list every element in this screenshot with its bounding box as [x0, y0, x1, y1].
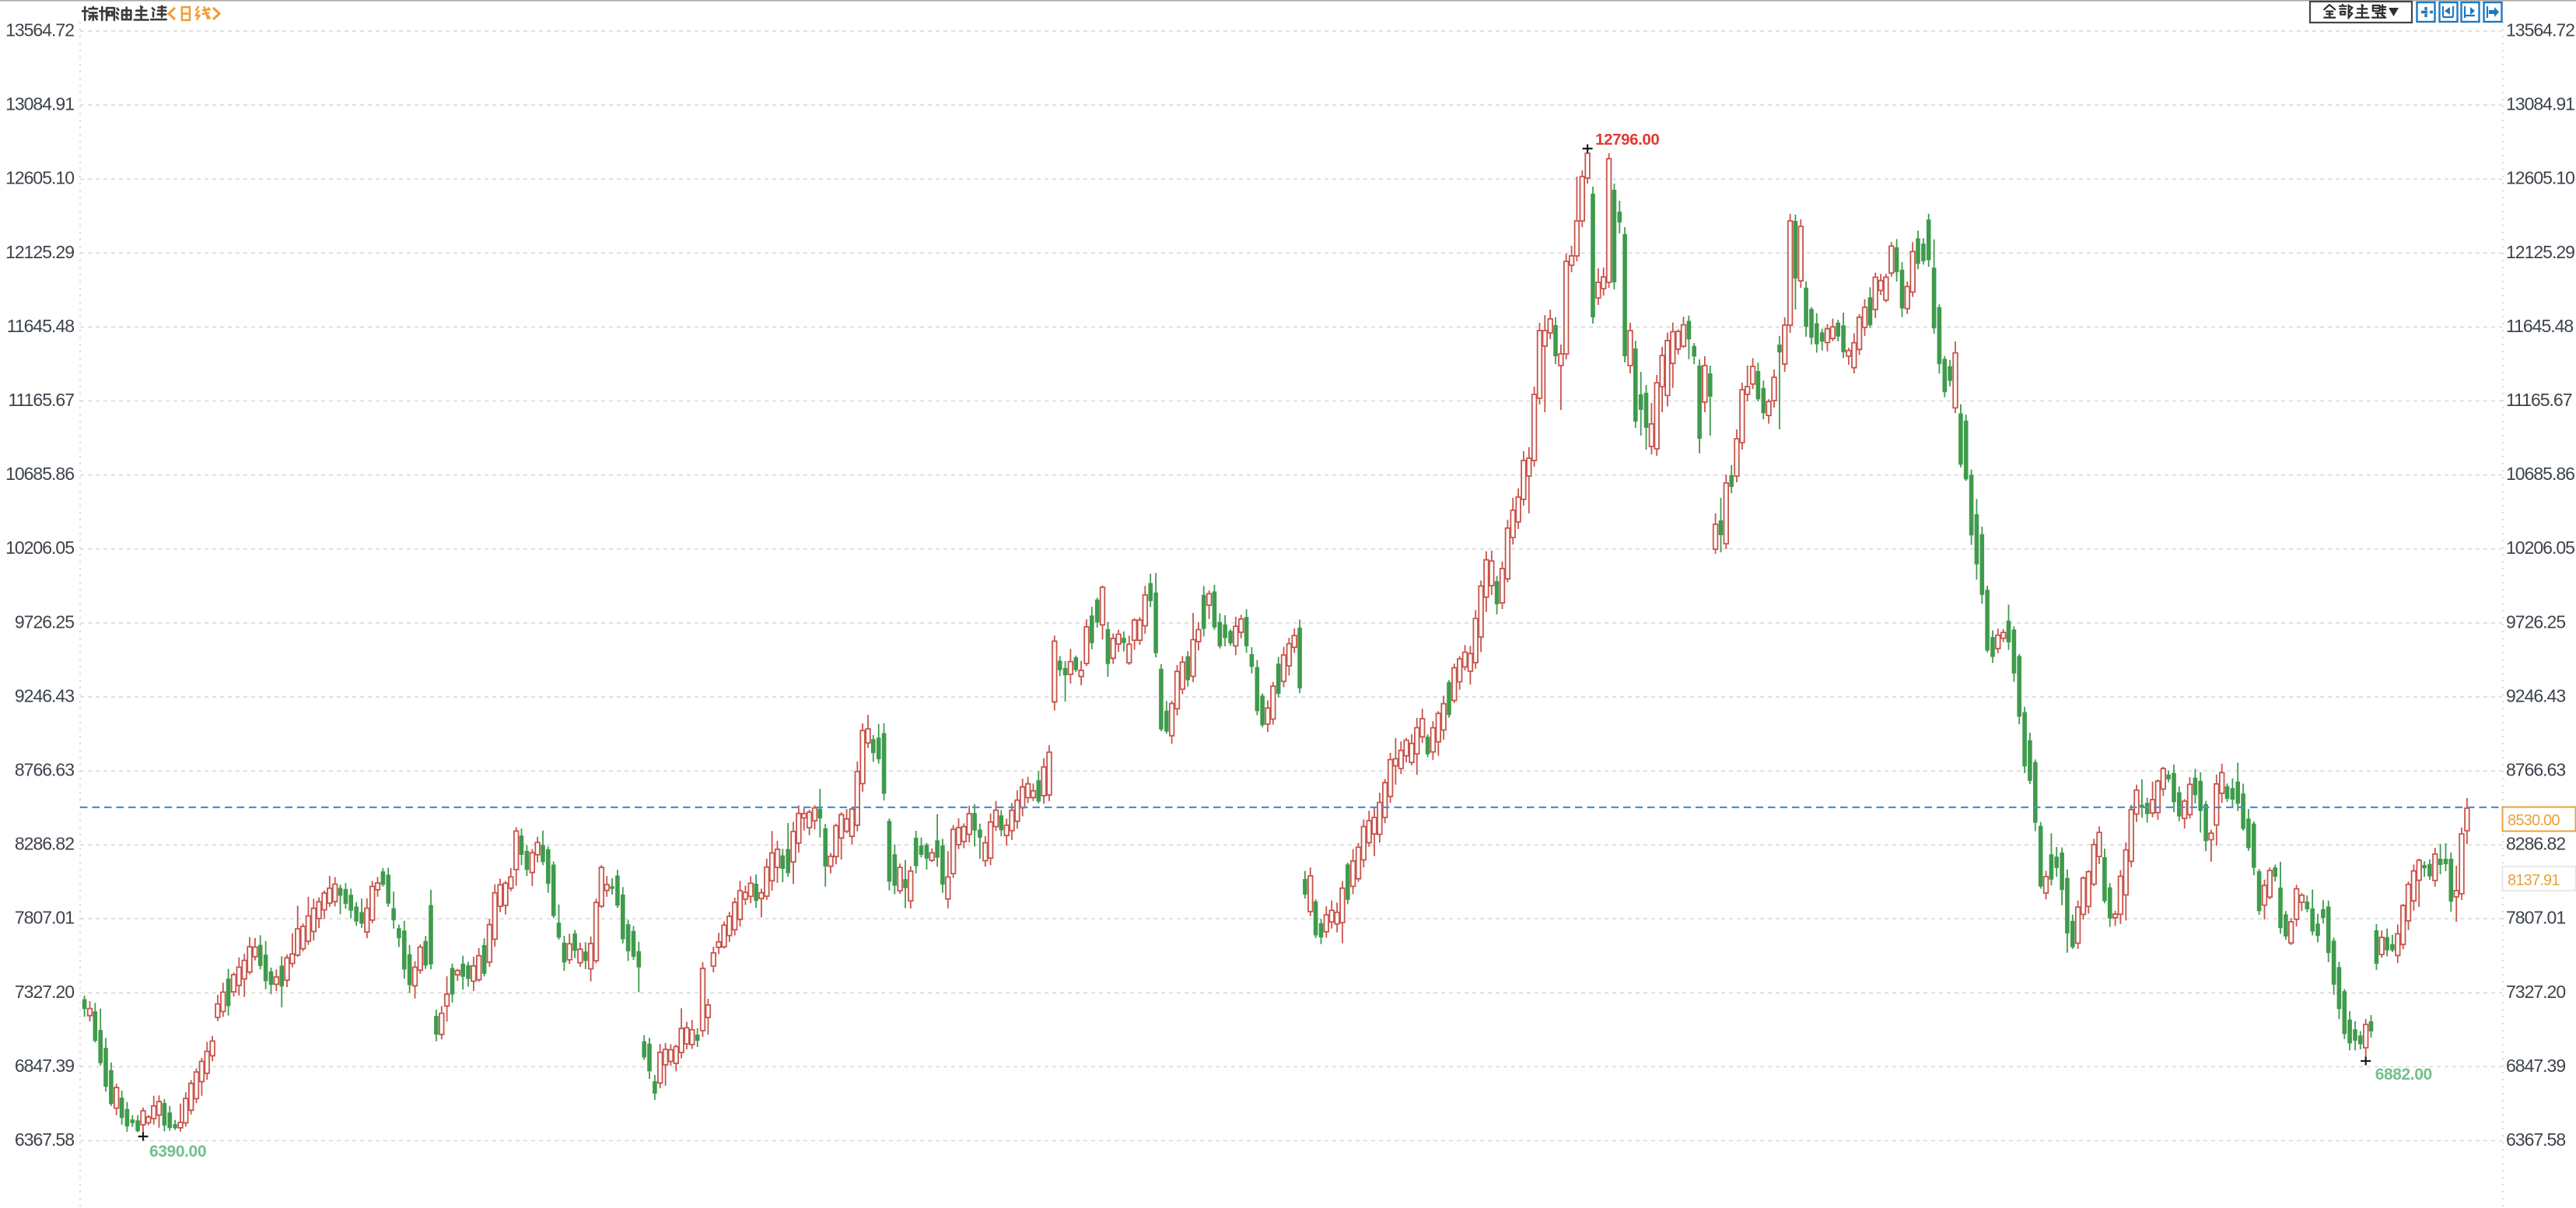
- svg-text:7327.20: 7327.20: [2506, 982, 2565, 1002]
- svg-text:13564.72: 13564.72: [2506, 20, 2574, 40]
- svg-text:9246.43: 9246.43: [2506, 685, 2565, 706]
- svg-text:10685.86: 10685.86: [5, 464, 74, 484]
- svg-text:7327.20: 7327.20: [15, 982, 74, 1002]
- svg-text:10685.86: 10685.86: [2506, 464, 2574, 484]
- svg-text:8530.00: 8530.00: [2508, 812, 2560, 829]
- svg-text:8286.82: 8286.82: [2506, 834, 2565, 854]
- svg-text:10206.05: 10206.05: [2506, 537, 2574, 558]
- svg-text:11165.67: 11165.67: [2506, 390, 2572, 410]
- svg-text:12796.00: 12796.00: [1595, 131, 1659, 149]
- svg-text:10206.05: 10206.05: [5, 537, 74, 558]
- svg-text:8766.63: 8766.63: [2506, 760, 2565, 780]
- svg-text:7807.01: 7807.01: [2506, 908, 2565, 928]
- svg-text:9726.25: 9726.25: [15, 611, 74, 632]
- svg-text:6367.58: 6367.58: [2506, 1129, 2565, 1150]
- svg-text:12605.10: 12605.10: [2506, 168, 2574, 188]
- svg-text:7807.01: 7807.01: [15, 908, 74, 928]
- svg-text:8286.82: 8286.82: [15, 834, 74, 854]
- svg-text:6390.00: 6390.00: [149, 1143, 206, 1161]
- svg-text:11165.67: 11165.67: [8, 390, 74, 410]
- svg-text:9726.25: 9726.25: [2506, 611, 2565, 632]
- svg-text:13084.91: 13084.91: [2506, 94, 2574, 114]
- svg-text:12125.29: 12125.29: [5, 242, 74, 262]
- svg-text:6847.39: 6847.39: [2506, 1056, 2565, 1076]
- svg-text:12605.10: 12605.10: [5, 168, 74, 188]
- svg-text:11645.48: 11645.48: [2506, 316, 2573, 336]
- svg-text:9246.43: 9246.43: [15, 685, 74, 706]
- svg-text:13564.72: 13564.72: [5, 20, 74, 40]
- svg-text:13084.91: 13084.91: [5, 94, 74, 114]
- svg-text:8766.63: 8766.63: [15, 760, 74, 780]
- svg-text:12125.29: 12125.29: [2506, 242, 2574, 262]
- svg-text:8137.91: 8137.91: [2508, 872, 2560, 889]
- svg-text:6367.58: 6367.58: [15, 1129, 74, 1150]
- svg-text:6882.00: 6882.00: [2375, 1066, 2432, 1084]
- svg-text:6847.39: 6847.39: [15, 1056, 74, 1076]
- svg-text:11645.48: 11645.48: [7, 316, 74, 336]
